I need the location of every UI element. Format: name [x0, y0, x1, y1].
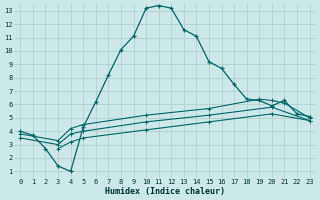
X-axis label: Humidex (Indice chaleur): Humidex (Indice chaleur): [105, 187, 225, 196]
